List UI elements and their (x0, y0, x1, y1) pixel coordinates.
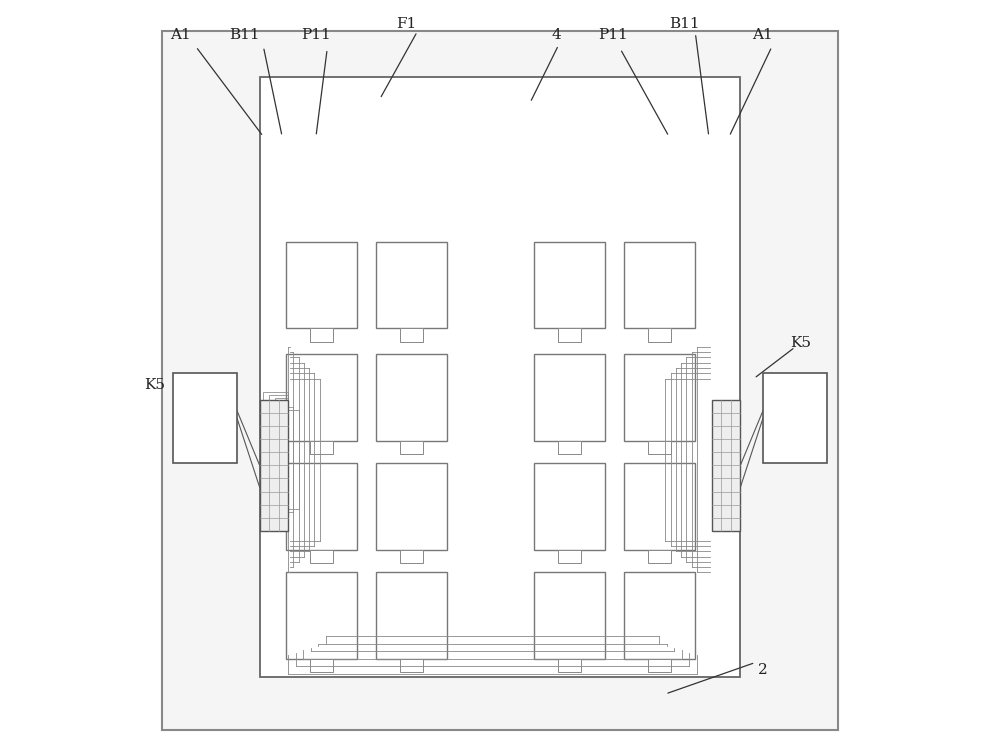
Bar (534, 572, 605, 659)
Text: K5: K5 (144, 378, 165, 391)
Bar (286, 572, 357, 659)
Bar (648, 441, 671, 455)
Bar (648, 328, 671, 342)
Bar (400, 659, 423, 673)
Bar (648, 550, 671, 563)
Bar (558, 328, 581, 342)
Text: P11: P11 (301, 28, 331, 42)
Bar (624, 354, 695, 441)
Bar (376, 464, 447, 550)
Text: A1: A1 (753, 28, 773, 42)
Bar (624, 242, 695, 328)
Bar (648, 659, 671, 673)
Text: P11: P11 (598, 28, 628, 42)
Bar (712, 400, 740, 531)
Bar (534, 242, 605, 328)
Text: K5: K5 (790, 336, 811, 350)
Text: B11: B11 (229, 28, 260, 42)
Bar (534, 464, 605, 550)
Bar (624, 572, 695, 659)
Bar (400, 441, 423, 455)
Bar (286, 464, 357, 550)
Bar (173, 373, 237, 464)
Bar (260, 400, 288, 531)
Bar (400, 550, 423, 563)
Bar (286, 354, 357, 441)
Bar (534, 354, 605, 441)
Bar (286, 242, 357, 328)
Text: B11: B11 (669, 17, 699, 31)
Bar (558, 550, 581, 563)
Bar (376, 572, 447, 659)
Bar (310, 441, 333, 455)
Bar (310, 328, 333, 342)
Text: 2: 2 (758, 663, 768, 677)
Text: 4: 4 (551, 28, 561, 42)
Bar (558, 659, 581, 673)
Text: A1: A1 (170, 28, 191, 42)
Text: F1: F1 (396, 17, 416, 31)
Bar (763, 373, 827, 464)
Bar (310, 659, 333, 673)
Bar (624, 464, 695, 550)
Bar (376, 242, 447, 328)
Bar (558, 441, 581, 455)
Bar (400, 328, 423, 342)
Bar (260, 76, 740, 678)
Bar (310, 550, 333, 563)
Bar (376, 354, 447, 441)
